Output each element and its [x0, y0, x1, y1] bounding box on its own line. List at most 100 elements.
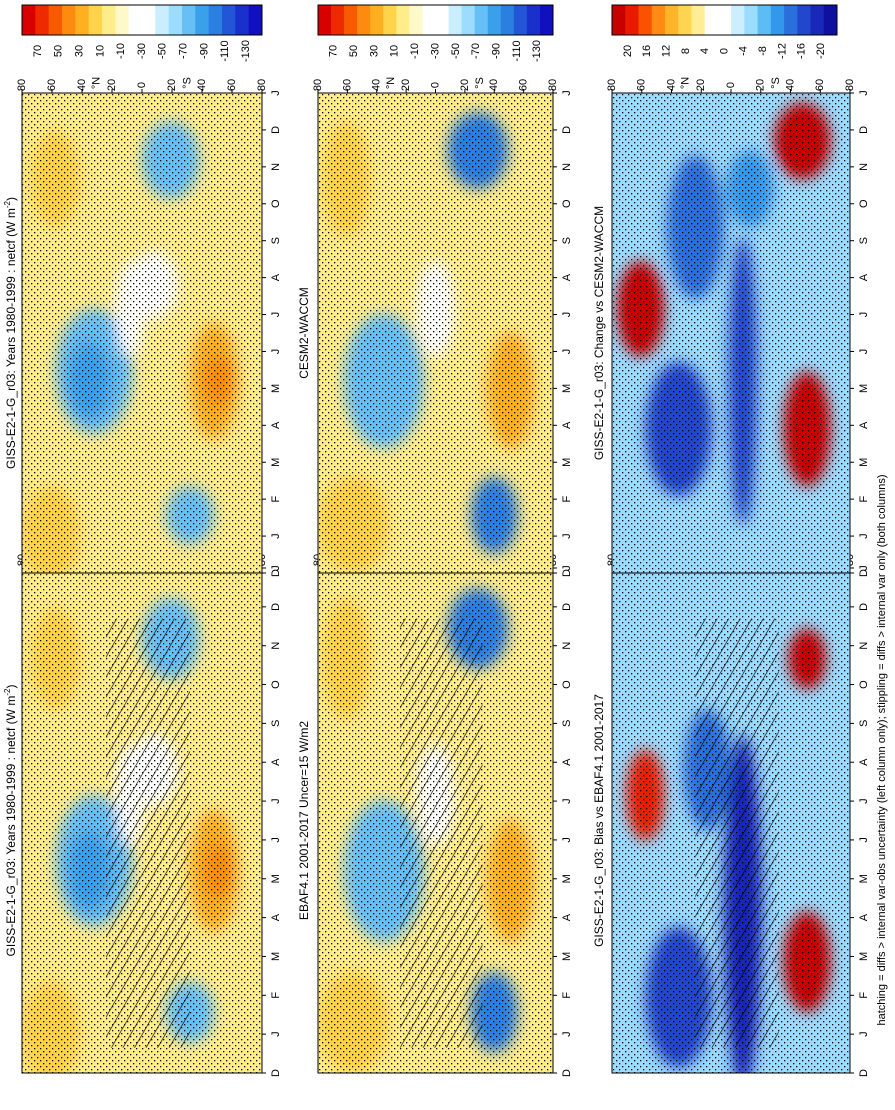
- colorbar: 20 16 12 8 4 0 -4 -8 -12 -16 -20: [611, 4, 838, 59]
- x-tick-label: A: [270, 913, 282, 921]
- panel-title: GISS-E2-1-G_r03: Years 1980-1999 : netcf…: [3, 197, 19, 469]
- colorbar: 70 50 30 10 -10 -30 -50 -70 -90 -110 -130: [317, 4, 554, 62]
- colorbar-label: 12: [660, 45, 672, 57]
- x-tick-label: D: [561, 1069, 573, 1077]
- x-tick-label: S: [858, 237, 870, 244]
- x-tick-label: O: [561, 199, 573, 208]
- x-tick-label: D: [270, 1069, 282, 1077]
- colorbar-swatch: [22, 5, 36, 35]
- colorbar-swatch: [142, 5, 156, 35]
- y-tick-label: 20: [166, 79, 178, 91]
- colorbar-swatch: [208, 5, 223, 35]
- colorbar-swatch: [678, 5, 692, 35]
- colorbar-label: 4: [699, 48, 711, 54]
- x-tick-label: D: [270, 603, 282, 611]
- colorbar-swatch: [651, 5, 666, 35]
- y-tick-label: 0: [725, 82, 737, 88]
- colorbar-swatch: [318, 5, 332, 35]
- x-tick-label: J: [270, 837, 282, 843]
- panel-title: GISS-E2-1-G_r03: Change vs CESM2-WACCM: [592, 206, 606, 460]
- x-tick-label: S: [270, 720, 282, 727]
- colorbar-label: 10: [389, 45, 401, 57]
- x-tick-label: F: [561, 992, 573, 999]
- y-tick-label: 80: [256, 79, 268, 91]
- y-tick-label: 0: [429, 82, 441, 88]
- colorbar-swatch: [539, 5, 554, 35]
- x-tick-label: D: [858, 603, 870, 611]
- colorbar-swatch: [344, 5, 358, 35]
- y-tick-label: 60: [814, 79, 826, 91]
- colorbar-label: -30: [136, 43, 148, 59]
- colorbar-swatch: [235, 5, 250, 35]
- colorbar-swatch: [704, 5, 719, 35]
- colorbar-swatch: [625, 5, 639, 35]
- x-tick-label: A: [561, 273, 573, 281]
- x-tick-label: J: [858, 349, 870, 355]
- x-tick-label: N: [858, 642, 870, 650]
- y-tick-label: 20: [695, 79, 707, 91]
- x-tick-label: J: [858, 565, 870, 571]
- colorbar-swatch: [35, 5, 50, 35]
- x-tick-label: A: [561, 758, 573, 766]
- y-tick-label: 60: [226, 79, 238, 91]
- y-tick-label: 0: [136, 82, 148, 88]
- colorbar-swatch: [115, 5, 130, 35]
- y-tick-label: 20: [400, 79, 412, 91]
- x-tick-label: J: [858, 90, 870, 96]
- colorbar-swatch: [448, 5, 463, 35]
- x-tick-label: A: [858, 913, 870, 921]
- colorbar-swatch: [88, 5, 103, 35]
- colorbar-label: 50: [53, 45, 65, 57]
- x-tick-label: D: [858, 569, 870, 577]
- x-tick-label: O: [270, 680, 282, 689]
- x-tick-label: D: [270, 126, 282, 134]
- colorbar-label: 16: [641, 45, 653, 57]
- x-tick-label: O: [858, 199, 870, 208]
- colorbar-label: -20: [815, 43, 827, 59]
- colorbar-swatch: [248, 5, 263, 35]
- colorbar-swatch: [717, 5, 732, 35]
- x-tick-label: J: [561, 837, 573, 843]
- colorbar-swatch: [461, 5, 476, 35]
- x-tick-label: D: [561, 603, 573, 611]
- x-tick-label: N: [858, 163, 870, 171]
- x-tick-label: D: [561, 569, 573, 577]
- hemisphere-label: °S: [770, 77, 782, 89]
- colorbar-label: -70: [470, 43, 482, 59]
- hatching: [106, 618, 190, 1048]
- x-tick-label: M: [270, 952, 282, 961]
- field: [612, 568, 850, 1073]
- colorbar-swatch: [383, 5, 397, 35]
- x-tick-label: A: [561, 421, 573, 429]
- x-tick-label: J: [270, 90, 282, 96]
- y-tick-label: 60: [636, 79, 648, 91]
- colorbar-swatch: [731, 5, 745, 35]
- colorbar-swatch: [128, 5, 143, 35]
- colorbar-swatch: [664, 5, 679, 35]
- hatching: [400, 618, 483, 1048]
- x-tick-label: A: [270, 758, 282, 766]
- colorbar-swatch: [102, 5, 116, 35]
- colorbar-label: -130: [240, 40, 252, 62]
- x-tick-label: M: [561, 458, 573, 467]
- colorbar-label: -10: [115, 43, 127, 59]
- x-tick-label: M: [270, 384, 282, 393]
- x-tick-label: A: [561, 913, 573, 921]
- colorbar-swatch: [797, 5, 812, 35]
- x-tick-label: M: [858, 384, 870, 393]
- colorbar-swatch: [487, 5, 502, 35]
- colorbar-label: -130: [531, 40, 543, 62]
- y-tick-label: 80: [844, 79, 856, 91]
- colorbar-swatch: [168, 5, 183, 35]
- x-tick-label: J: [858, 312, 870, 318]
- x-tick-label: F: [561, 496, 573, 503]
- colorbar-label: -90: [491, 43, 503, 59]
- field: [22, 568, 262, 1073]
- colorbar-swatch: [75, 5, 90, 35]
- x-tick-label: F: [858, 992, 870, 999]
- x-tick-label: S: [561, 237, 573, 244]
- field: [318, 93, 553, 573]
- colorbar-label: -30: [429, 43, 441, 59]
- x-tick-label: M: [270, 874, 282, 883]
- colorbar-label: 70: [32, 45, 44, 57]
